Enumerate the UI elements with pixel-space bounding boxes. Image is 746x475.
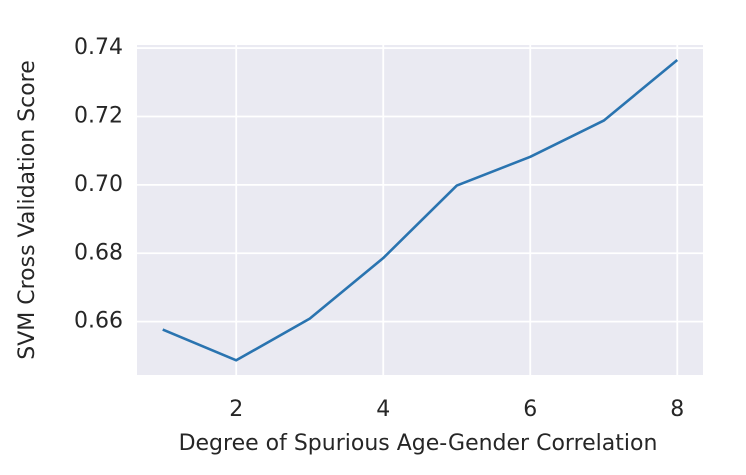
x-tick-label: 8 bbox=[670, 397, 684, 422]
y-tick-label: 0.68 bbox=[74, 240, 123, 265]
x-tick-label: 6 bbox=[523, 397, 537, 422]
plot-area bbox=[137, 45, 703, 375]
y-tick-label: 0.66 bbox=[74, 309, 123, 334]
line bbox=[162, 59, 679, 362]
y-tick-label: 0.72 bbox=[74, 103, 123, 128]
x-axis-label: Degree of Spurious Age-Gender Correlatio… bbox=[179, 431, 658, 456]
y-tick-label: 0.74 bbox=[74, 35, 123, 60]
y-tick-label: 0.70 bbox=[74, 172, 123, 197]
x-tick-label: 2 bbox=[229, 397, 243, 422]
x-tick-label: 4 bbox=[376, 397, 390, 422]
y-axis-label: SVM Cross Validation Score bbox=[15, 60, 40, 360]
